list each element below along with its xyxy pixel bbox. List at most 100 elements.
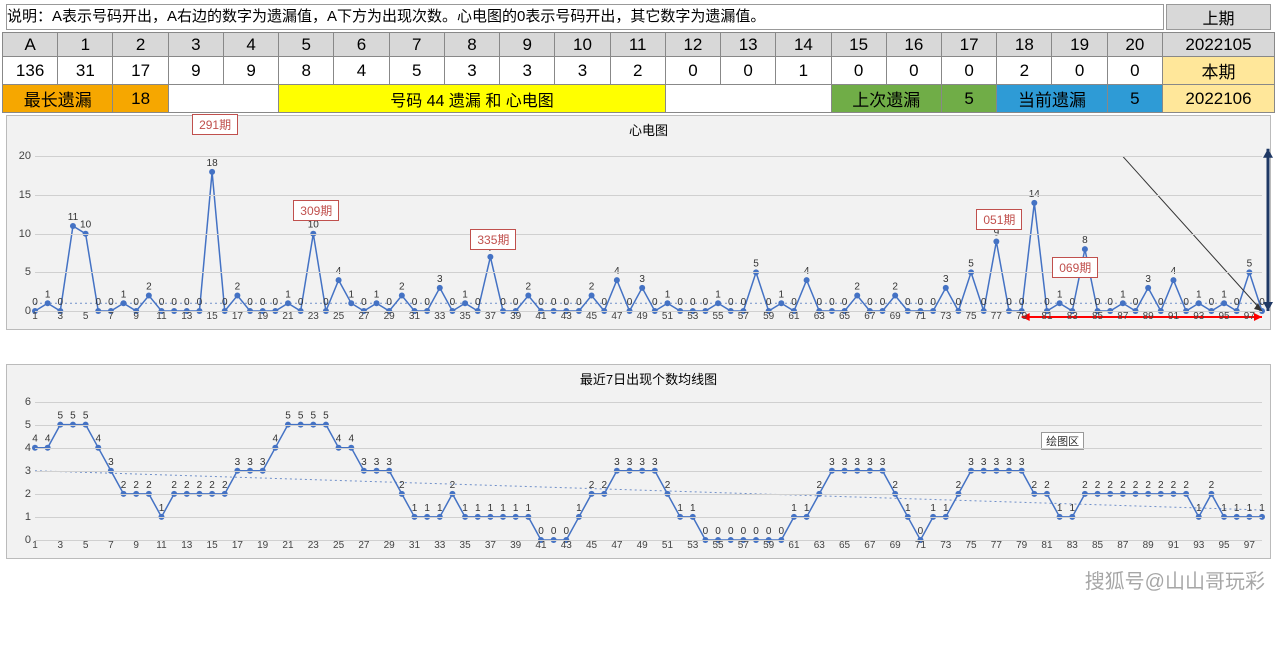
- top-right-label: 上期: [1166, 4, 1271, 30]
- svg-text:0: 0: [159, 297, 165, 308]
- svg-text:0: 0: [551, 526, 557, 537]
- svg-text:1: 1: [1196, 289, 1202, 300]
- header-cell: 8: [444, 33, 499, 57]
- svg-text:5: 5: [298, 411, 304, 422]
- svg-text:1: 1: [437, 503, 443, 514]
- callout: 051期: [976, 209, 1022, 230]
- svg-text:0: 0: [32, 297, 38, 308]
- svg-text:0: 0: [563, 526, 569, 537]
- svg-text:2: 2: [133, 480, 139, 491]
- svg-text:3: 3: [235, 457, 241, 468]
- svg-text:0: 0: [108, 297, 114, 308]
- svg-text:2: 2: [184, 480, 190, 491]
- svg-text:18: 18: [207, 158, 219, 169]
- svg-text:0: 0: [513, 297, 519, 308]
- svg-text:2: 2: [1145, 480, 1151, 491]
- svg-text:1: 1: [159, 503, 165, 514]
- count-cell: 0: [721, 57, 776, 85]
- callout: 309期: [293, 200, 339, 221]
- svg-text:1: 1: [1069, 503, 1075, 514]
- svg-text:11: 11: [68, 212, 79, 223]
- svg-text:3: 3: [614, 457, 620, 468]
- svg-text:5: 5: [70, 411, 76, 422]
- svg-text:2: 2: [1095, 480, 1101, 491]
- svg-text:2: 2: [450, 480, 456, 491]
- svg-text:0: 0: [1209, 297, 1215, 308]
- svg-text:0: 0: [222, 297, 228, 308]
- svg-text:3: 3: [829, 457, 835, 468]
- svg-text:4: 4: [45, 434, 51, 445]
- svg-text:0: 0: [1183, 297, 1189, 308]
- svg-text:1: 1: [121, 289, 127, 300]
- svg-text:0: 0: [500, 297, 506, 308]
- svg-text:0: 0: [867, 297, 873, 308]
- chart-2-xaxis: 1357911131517192123252729313335373941434…: [35, 540, 1262, 554]
- svg-text:0: 0: [728, 297, 734, 308]
- svg-text:0: 0: [905, 297, 911, 308]
- svg-text:3: 3: [652, 457, 658, 468]
- svg-text:2: 2: [892, 480, 898, 491]
- max-miss-label: 最长遗漏: [3, 85, 113, 113]
- svg-text:0: 0: [766, 297, 772, 308]
- count-cell: 17: [113, 57, 168, 85]
- svg-text:2: 2: [1032, 480, 1038, 491]
- svg-text:0: 0: [95, 297, 101, 308]
- svg-text:0: 0: [842, 297, 848, 308]
- spacer-cell: [665, 85, 831, 113]
- svg-text:0: 0: [779, 526, 785, 537]
- svg-text:0: 0: [918, 297, 924, 308]
- chart-2-title: 最近7日出现个数均线图: [35, 369, 1262, 388]
- svg-text:2: 2: [121, 480, 127, 491]
- chart-1-xaxis: 1357911131517192123252729313335373941434…: [35, 311, 1262, 325]
- prev-miss-value: 5: [941, 85, 996, 113]
- svg-text:2: 2: [589, 282, 595, 293]
- svg-text:1: 1: [348, 289, 354, 300]
- svg-text:0: 0: [829, 297, 835, 308]
- svg-text:5: 5: [83, 411, 89, 422]
- svg-text:1: 1: [1221, 503, 1227, 514]
- svg-text:2: 2: [816, 480, 822, 491]
- svg-text:0: 0: [918, 526, 924, 537]
- header-cell: 2: [113, 33, 168, 57]
- svg-text:5: 5: [323, 411, 329, 422]
- svg-text:2: 2: [1183, 480, 1189, 491]
- svg-text:0: 0: [538, 297, 544, 308]
- header-cell: 3: [168, 33, 223, 57]
- svg-text:0: 0: [386, 297, 392, 308]
- svg-text:3: 3: [943, 274, 949, 285]
- header-row-labels: A12345678910111213141516171819202022105: [3, 33, 1275, 57]
- spacer: [2, 332, 1275, 362]
- svg-text:0: 0: [412, 297, 418, 308]
- header-table: A12345678910111213141516171819202022105 …: [2, 32, 1275, 113]
- svg-text:1: 1: [905, 503, 911, 514]
- svg-text:0: 0: [741, 297, 747, 308]
- header-cell: 12: [665, 33, 720, 57]
- svg-text:3: 3: [260, 457, 266, 468]
- svg-text:2: 2: [209, 480, 215, 491]
- svg-text:8: 8: [1082, 235, 1088, 246]
- svg-text:0: 0: [298, 297, 304, 308]
- svg-text:3: 3: [968, 457, 974, 468]
- svg-text:1: 1: [1196, 503, 1202, 514]
- svg-text:0: 0: [1019, 297, 1025, 308]
- svg-text:2: 2: [1120, 480, 1126, 491]
- svg-text:5: 5: [1247, 258, 1253, 269]
- svg-text:0: 0: [1069, 297, 1075, 308]
- svg-text:3: 3: [1145, 274, 1151, 285]
- svg-text:3: 3: [361, 457, 367, 468]
- header-cell: 10: [555, 33, 610, 57]
- svg-text:1: 1: [424, 503, 430, 514]
- chart-1-svg: 0101110001020000180200010100410102003010…: [35, 141, 1262, 311]
- svg-text:0: 0: [703, 297, 709, 308]
- svg-text:3: 3: [1006, 457, 1012, 468]
- svg-text:3: 3: [842, 457, 848, 468]
- svg-text:2: 2: [526, 282, 532, 293]
- count-cell: 4: [334, 57, 389, 85]
- count-cell: 136: [3, 57, 58, 85]
- count-cell: 8: [279, 57, 334, 85]
- svg-text:0: 0: [677, 297, 683, 308]
- svg-text:1: 1: [715, 289, 721, 300]
- num-title: 号码 44 遗漏 和 心电图: [279, 85, 666, 113]
- svg-text:0: 0: [1158, 297, 1164, 308]
- svg-text:1: 1: [1120, 289, 1126, 300]
